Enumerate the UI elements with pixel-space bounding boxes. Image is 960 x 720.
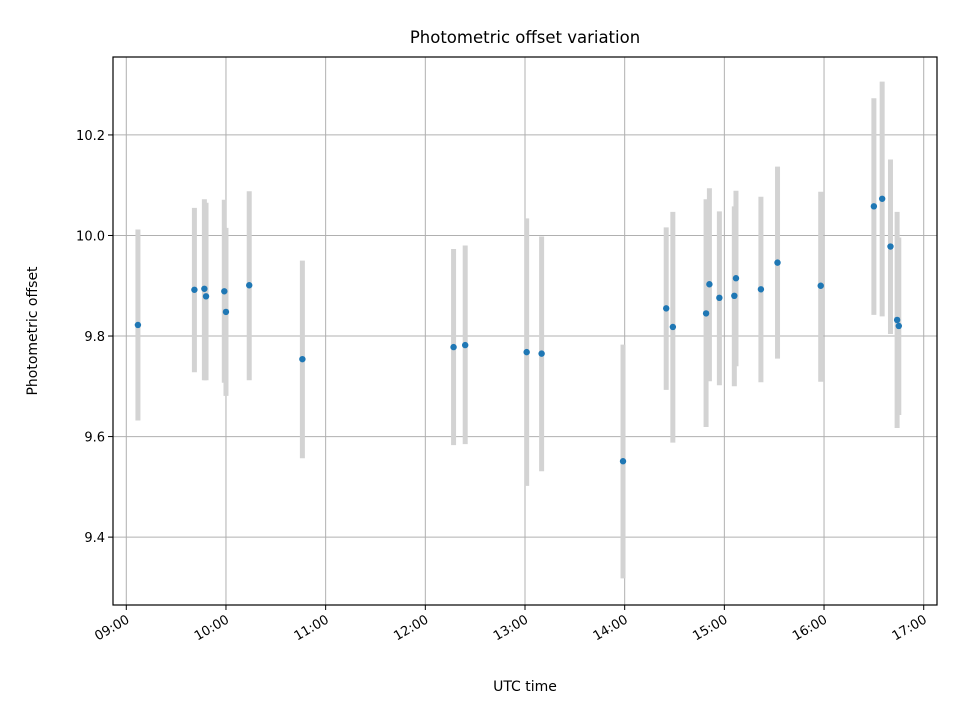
data-point bbox=[706, 281, 713, 288]
data-point bbox=[202, 293, 210, 300]
data-point bbox=[878, 195, 886, 202]
x-axis-label: UTC time bbox=[493, 679, 557, 695]
data-point bbox=[461, 341, 469, 349]
data-point bbox=[774, 259, 781, 266]
data-point bbox=[702, 310, 710, 317]
data-points bbox=[134, 195, 902, 465]
data-point bbox=[663, 305, 670, 312]
data-point bbox=[893, 316, 901, 324]
data-point bbox=[669, 323, 677, 331]
data-point bbox=[870, 203, 878, 210]
y-axis-label: Photometric offset bbox=[25, 266, 41, 396]
data-point bbox=[221, 288, 228, 295]
data-point bbox=[731, 292, 738, 300]
data-point bbox=[538, 350, 545, 357]
y-tick-label: 10.2 bbox=[76, 129, 105, 144]
data-point bbox=[757, 286, 765, 293]
data-point bbox=[222, 308, 230, 316]
y-tick-label: 9.4 bbox=[84, 531, 105, 546]
data-point bbox=[201, 285, 208, 292]
data-point bbox=[191, 286, 198, 293]
data-point bbox=[887, 243, 894, 250]
data-point bbox=[732, 275, 740, 282]
data-point bbox=[246, 282, 253, 289]
data-point bbox=[716, 294, 723, 302]
data-point bbox=[523, 348, 530, 356]
data-point bbox=[450, 343, 457, 351]
data-point bbox=[299, 355, 306, 363]
data-point bbox=[817, 282, 824, 289]
chart-title: Photometric offset variation bbox=[410, 28, 640, 47]
y-tick-label: 9.6 bbox=[84, 431, 105, 446]
data-point bbox=[619, 458, 627, 465]
y-tick-label: 10.0 bbox=[76, 229, 105, 244]
data-point bbox=[895, 322, 902, 330]
data-point bbox=[134, 321, 142, 329]
y-tick-label: 9.8 bbox=[84, 330, 105, 345]
